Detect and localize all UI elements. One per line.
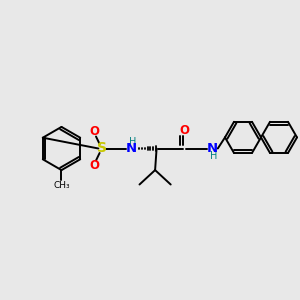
Text: H: H — [129, 137, 136, 147]
Text: S: S — [97, 142, 107, 155]
Text: O: O — [179, 124, 190, 137]
Text: CH₃: CH₃ — [53, 181, 70, 190]
Text: O: O — [89, 159, 100, 172]
Text: N: N — [126, 142, 137, 155]
Text: H: H — [210, 151, 217, 161]
Text: N: N — [207, 142, 218, 155]
Text: O: O — [89, 125, 100, 138]
